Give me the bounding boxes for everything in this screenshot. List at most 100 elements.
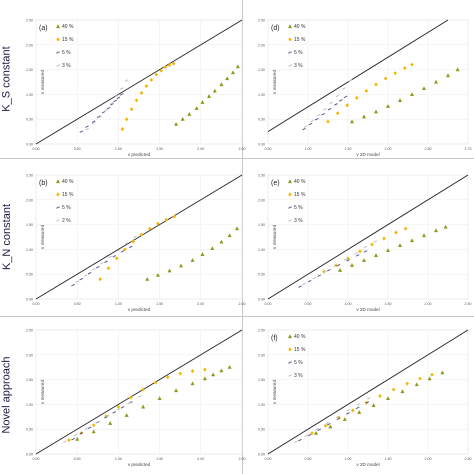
data-point — [145, 276, 150, 281]
identity-line — [35, 329, 243, 455]
data-point — [163, 65, 168, 70]
y-tick-label: 0.50 — [258, 118, 265, 122]
y-tick-label: 0.00 — [26, 298, 33, 302]
data-point — [100, 262, 104, 265]
data-point — [114, 256, 119, 261]
data-point — [335, 415, 340, 419]
data-point — [414, 382, 419, 387]
data-point — [113, 99, 117, 103]
legend-marker — [288, 24, 292, 29]
scatter-panel-c: 0.00 0.50 1.00 1.50 2.00 2.50 0.00 0.50 1.00 1.50… — [26, 329, 246, 468]
data-point — [73, 433, 78, 437]
data-point — [403, 66, 407, 71]
x-tick-label: 2.00 — [197, 147, 204, 151]
legend-marker — [56, 192, 60, 197]
data-point — [98, 277, 103, 282]
data-point — [329, 101, 334, 105]
x-tick-label: 1.50 — [156, 457, 163, 461]
x-tick-label: 2.50 — [239, 457, 246, 461]
data-point — [139, 90, 144, 95]
data-point — [366, 397, 371, 400]
data-point — [167, 63, 172, 68]
legend-label: 5 % — [62, 205, 71, 211]
data-point — [178, 371, 182, 376]
scatter-panel-b: 0.00 0.50 1.00 1.50 2.00 2.50 0.00 0.50 1.00 1.50… — [26, 174, 246, 313]
data-point — [355, 254, 360, 257]
y-tick-label: 1.00 — [26, 403, 33, 407]
y-axis-label: v measured — [272, 225, 277, 249]
x-tick-label: 0.50 — [74, 147, 81, 151]
data-point — [79, 431, 84, 435]
legend-marker — [56, 37, 60, 42]
row-divider — [0, 158, 474, 159]
data-point — [85, 127, 89, 131]
data-point — [354, 252, 358, 255]
legend-label: 40 % — [294, 24, 306, 30]
y-tick-label: 1.50 — [26, 68, 33, 72]
y-tick-label: 2.00 — [258, 353, 265, 357]
data-point — [187, 112, 192, 116]
data-point — [302, 127, 306, 131]
data-point — [108, 421, 113, 425]
x-axis-label: v predicted — [128, 152, 151, 157]
data-point — [96, 115, 101, 118]
data-point — [133, 235, 137, 239]
data-point — [227, 365, 232, 369]
data-point — [374, 82, 378, 87]
legend-label: 5 % — [294, 360, 303, 366]
x-tick-label: 2.00 — [425, 302, 432, 306]
legend-marker — [288, 51, 292, 54]
data-point — [314, 427, 319, 431]
data-point — [334, 103, 338, 106]
data-point — [405, 381, 409, 386]
legend-marker — [288, 37, 292, 42]
x-tick-label: 2.75 — [465, 147, 472, 151]
data-point — [358, 249, 362, 254]
data-point — [230, 70, 235, 75]
data-point — [79, 277, 84, 281]
legend-label: 15 % — [62, 37, 74, 43]
data-point — [317, 274, 322, 277]
y-axis-label: v measured — [272, 70, 277, 94]
legend-label: 3 % — [294, 218, 303, 224]
y-tick-label: 0.50 — [26, 428, 33, 432]
y-tick-label: 1.00 — [258, 93, 265, 97]
x-tick-label: 1.50 — [156, 147, 163, 151]
data-point — [434, 228, 438, 233]
data-point — [112, 255, 117, 258]
data-point — [307, 433, 312, 437]
data-point — [87, 426, 92, 429]
data-point — [303, 125, 308, 128]
data-point — [138, 395, 142, 398]
legend-marker — [56, 64, 60, 67]
scatter-panel-d: 0.000.501.001.502.002.500.50 1.00 1.50 2.00… — [258, 19, 472, 158]
data-point — [124, 413, 129, 417]
scatter-panel-a: 0.00 0.50 1.00 1.50 2.00 2.50 0.00 0.50 1.00 1.50… — [26, 19, 246, 158]
data-point — [346, 409, 350, 412]
data-point — [106, 266, 111, 271]
data-point — [119, 87, 124, 90]
data-point — [362, 258, 366, 262]
legend-marker — [288, 64, 292, 67]
data-point — [430, 372, 434, 377]
data-point — [120, 406, 125, 409]
data-point — [443, 224, 448, 229]
data-point — [129, 107, 134, 112]
data-point — [98, 115, 103, 118]
legend-label: 40 % — [294, 179, 306, 185]
y-tick-label: 2.00 — [258, 43, 265, 47]
y-tick-label: 0.50 — [26, 118, 33, 122]
data-point — [323, 423, 328, 428]
data-point — [363, 250, 368, 253]
data-point — [116, 96, 121, 100]
data-point — [362, 114, 366, 119]
data-point — [210, 246, 215, 251]
data-point — [343, 95, 348, 99]
data-point — [326, 119, 330, 124]
data-point — [166, 375, 170, 380]
data-point — [127, 401, 131, 405]
y-tick-label: 1.50 — [258, 223, 265, 227]
y-tick-label: 1.00 — [26, 93, 33, 97]
data-point — [87, 271, 92, 275]
data-point — [422, 233, 426, 238]
